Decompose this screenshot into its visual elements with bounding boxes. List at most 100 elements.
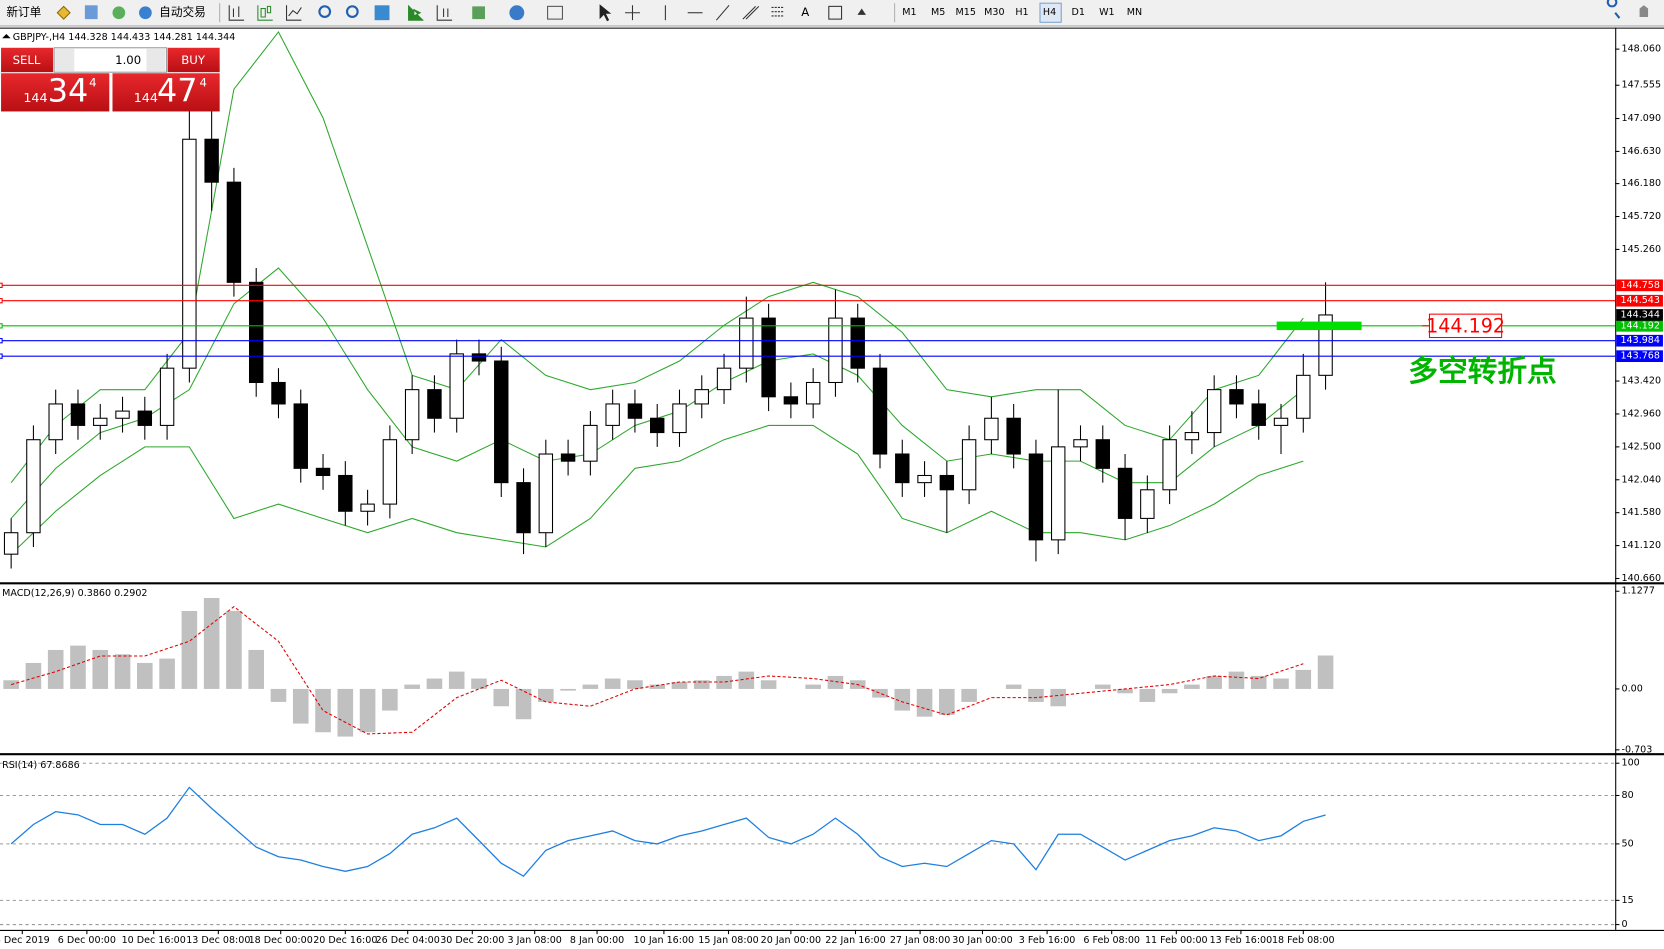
timeframe-button[interactable]: D1 <box>1071 7 1084 18</box>
timeframe-button[interactable]: H1 <box>1015 7 1028 18</box>
candle-body <box>1051 446 1066 541</box>
y-tick-label: 0 <box>1622 919 1628 930</box>
macd-bar <box>916 688 933 717</box>
lots-up[interactable] <box>146 48 166 72</box>
candle-body <box>694 389 709 405</box>
icon[interactable] <box>408 5 424 21</box>
level-price-label: 143.984 <box>1620 335 1659 346</box>
level-price-label: 144.758 <box>1620 280 1659 291</box>
y-tick-label: 145.720 <box>1622 211 1661 222</box>
crosshair-tool[interactable] <box>625 5 640 21</box>
lots-down[interactable] <box>55 48 75 72</box>
fibo-tool[interactable] <box>771 6 785 17</box>
x-tick-label: 3 Feb 16:00 <box>1019 935 1076 946</box>
label-tool[interactable] <box>828 5 843 20</box>
candle-body <box>672 403 687 434</box>
timeframe-button[interactable]: MN <box>1127 7 1142 18</box>
x-tick-label: 15 Jan 08:00 <box>698 935 758 946</box>
icon[interactable] <box>374 5 390 21</box>
auto-trading-button[interactable]: 自动交易 <box>159 5 206 19</box>
macd-bar <box>159 658 175 689</box>
channel-tool[interactable] <box>742 5 760 20</box>
sell-price-big[interactable]: 144 <box>23 91 47 106</box>
candle-body <box>137 410 153 426</box>
icon[interactable] <box>257 5 273 21</box>
level-handle <box>0 282 3 288</box>
candle-body <box>26 439 41 534</box>
macd-bar <box>448 671 465 689</box>
text-tool[interactable]: A <box>801 5 809 19</box>
candle-body <box>560 453 576 462</box>
new-order-button[interactable]: 新订单 <box>6 5 41 19</box>
quote-open: 144.328 <box>68 32 107 43</box>
candle-body <box>248 281 264 384</box>
annotation-price: 144.192 <box>1426 314 1505 337</box>
sell-label[interactable]: SELL <box>13 53 41 67</box>
candle-body <box>115 410 130 419</box>
candle-body <box>1184 432 1200 441</box>
trendline-tool[interactable] <box>715 4 730 21</box>
sell-price-pips[interactable]: 34 <box>48 71 89 109</box>
candle-body <box>828 317 843 384</box>
sell-button[interactable] <box>1 47 54 73</box>
macd-bar <box>382 688 398 711</box>
lots[interactable]: 1.00 <box>115 53 141 67</box>
y-tick-label: 148.060 <box>1622 44 1661 55</box>
macd-bar <box>471 678 487 689</box>
timeframe-button[interactable]: W1 <box>1099 7 1115 18</box>
icon[interactable] <box>228 5 245 21</box>
panel-toggle[interactable] <box>2 33 11 39</box>
icon[interactable] <box>84 5 98 20</box>
macd-bar <box>359 688 376 733</box>
icon[interactable] <box>56 5 71 20</box>
candle-body <box>1229 389 1244 405</box>
buy-label[interactable]: BUY <box>181 53 206 67</box>
macd-bar <box>649 684 666 689</box>
buy-button[interactable] <box>167 47 220 73</box>
macd-bar <box>1117 688 1133 694</box>
timeframe-button[interactable]: M5 <box>931 7 945 18</box>
icon[interactable] <box>286 5 302 21</box>
x-tick-label: 13 Dec 08:00 <box>186 935 250 946</box>
macd-title: MACD(12,26,9) 0.3860 0.2902 <box>2 588 147 599</box>
timeframe-button[interactable]: M30 <box>984 7 1004 18</box>
buy-price-big[interactable]: 144 <box>134 91 158 106</box>
buy-price-pips[interactable]: 47 <box>157 71 198 109</box>
icon[interactable] <box>509 5 525 21</box>
sell-price-point[interactable]: 4 <box>89 75 96 89</box>
zoom-out[interactable] <box>345 5 359 19</box>
icon[interactable] <box>547 5 563 20</box>
buy-price-point[interactable]: 4 <box>200 75 207 89</box>
symbol: GBPJPY-,H4 <box>13 32 65 43</box>
macd-bar <box>92 649 109 689</box>
macd-bar <box>114 654 131 689</box>
buy-price-box[interactable] <box>112 73 220 112</box>
icon[interactable] <box>436 5 453 21</box>
chart-area <box>0 27 1664 949</box>
rsi-title: RSI(14) 67.8686 <box>2 760 80 771</box>
macd-bar <box>894 688 911 711</box>
level-handle <box>0 338 3 344</box>
icon[interactable] <box>139 6 152 20</box>
shapes-tool[interactable] <box>857 8 866 15</box>
level-handle <box>0 298 3 304</box>
icon[interactable] <box>112 6 126 20</box>
user-icon[interactable] <box>1639 5 1649 17</box>
macd-bar <box>1317 655 1334 689</box>
timeframe-button[interactable]: M1 <box>902 7 916 18</box>
candle-body <box>516 482 531 534</box>
macd-bar <box>872 688 888 698</box>
icon[interactable] <box>472 6 485 20</box>
cursor-tool[interactable] <box>599 4 612 22</box>
zoom-in[interactable] <box>318 5 332 19</box>
y-tick-label: 141.580 <box>1622 507 1661 518</box>
level-price-label: 144.543 <box>1620 295 1659 306</box>
candle-body <box>1095 439 1110 469</box>
search[interactable] <box>1606 0 1621 19</box>
y-tick-label: 142.960 <box>1622 408 1661 419</box>
macd-bar <box>3 680 19 689</box>
timeframe-button[interactable]: M15 <box>956 7 976 18</box>
timeframe-button[interactable]: H4 <box>1043 7 1056 18</box>
sell-price-box[interactable] <box>1 73 110 112</box>
macd-bar <box>693 680 710 689</box>
